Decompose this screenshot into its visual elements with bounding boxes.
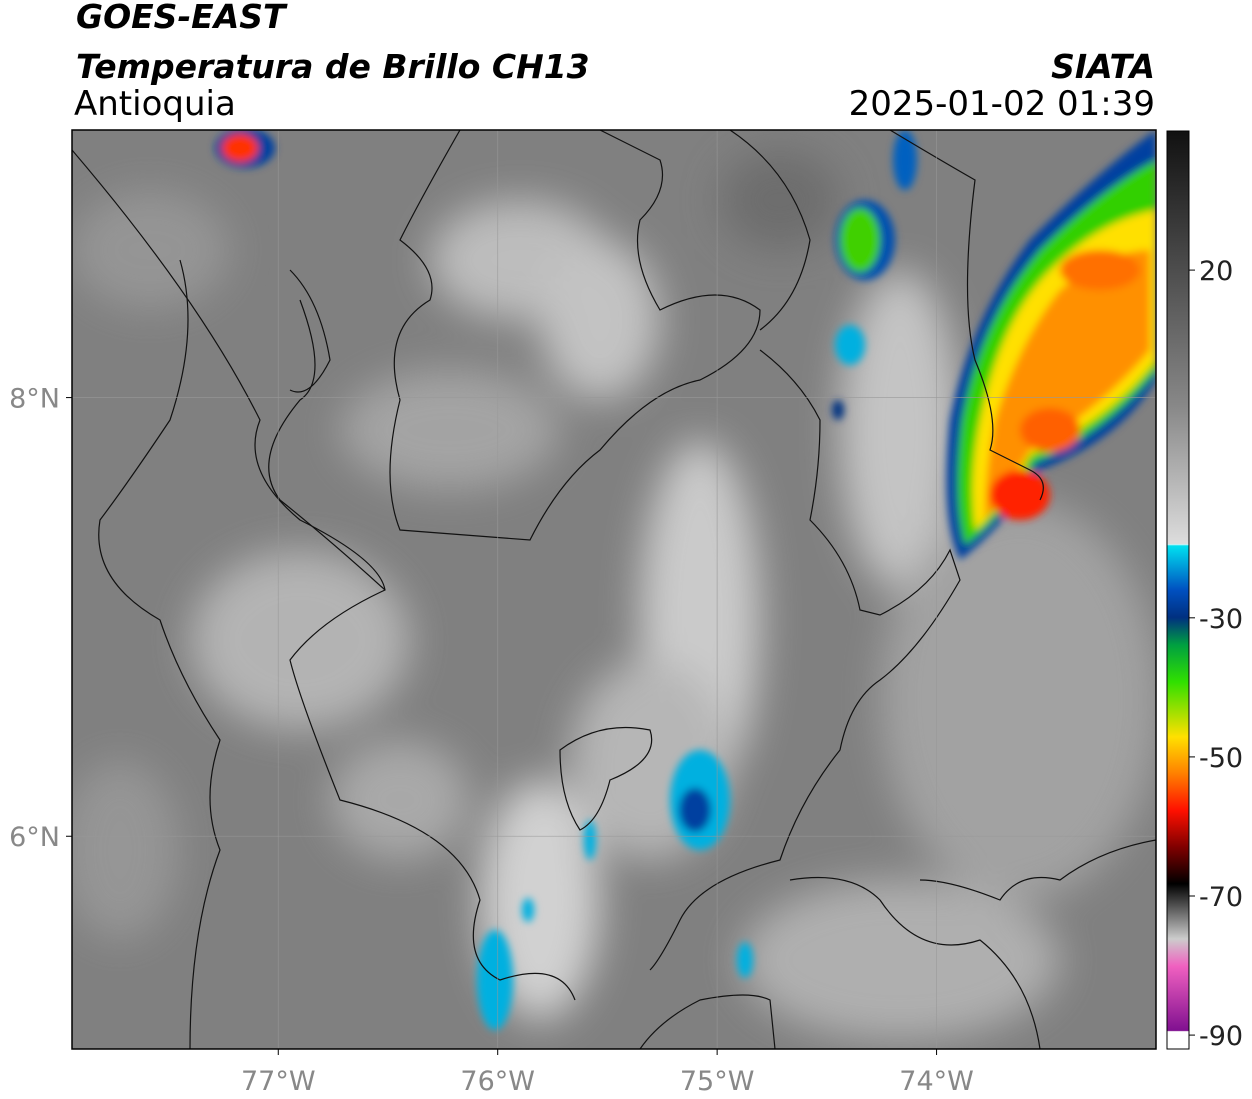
y-tick-label: 6°N (9, 822, 60, 853)
datetime: 2025-01-02 01:39 (849, 84, 1155, 124)
colorbar-tick-label: -30 (1199, 604, 1243, 635)
x-tick-label: 75°W (680, 1066, 755, 1097)
x-tick-label: 76°W (460, 1066, 535, 1097)
title: GOES-EAST (76, 0, 288, 36)
subtitle: Temperatura de Brillo CH13 (76, 47, 590, 86)
colorbar-tick-label: -70 (1199, 882, 1243, 913)
region: Antioquia (74, 84, 236, 124)
y-tick-label: 8°N (9, 384, 60, 415)
colorbar-tick-label: -50 (1199, 743, 1243, 774)
colorbar-tick-label: 20 (1199, 256, 1233, 287)
x-tick-label: 74°W (899, 1066, 974, 1097)
grid (72, 130, 1156, 1049)
map-frame (71, 129, 1157, 1050)
source: SIATA (1051, 47, 1155, 86)
colorbar-tick-label: -90 (1199, 1021, 1243, 1052)
satellite-image (72, 130, 1156, 1049)
x-tick-label: 77°W (241, 1066, 316, 1097)
colorbar (1166, 130, 1190, 1050)
